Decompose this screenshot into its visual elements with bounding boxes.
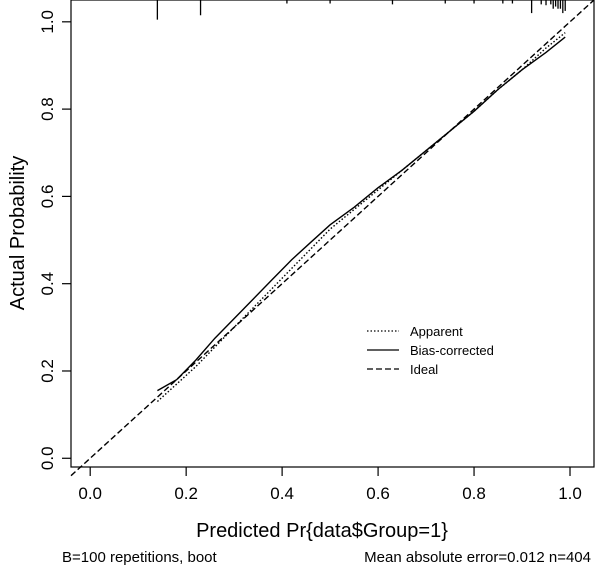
y-tick-label: 1.0 xyxy=(38,10,57,34)
series-lines xyxy=(70,0,595,477)
x-tick-label: 0.4 xyxy=(270,484,294,503)
rug-plot xyxy=(156,0,566,20)
series-line-bias-corrected xyxy=(157,36,566,392)
y-tick-label: 0.0 xyxy=(38,446,57,470)
legend-label-ideal: Ideal xyxy=(410,362,438,377)
x-tick-label: 0.8 xyxy=(462,484,486,503)
footnote-left: B=100 repetitions, boot xyxy=(62,549,217,566)
y-axis-title: Actual Probability xyxy=(7,156,29,311)
y-tick-label: 0.8 xyxy=(38,97,57,121)
y-tick-label: 0.2 xyxy=(38,359,57,383)
series-line-apparent xyxy=(156,32,566,403)
legend-label-bias-corrected: Bias-corrected xyxy=(410,343,494,358)
y-axis: 0.0 0.2 0.4 0.6 0.8 1.0 xyxy=(38,10,71,470)
x-tick-label: 1.0 xyxy=(558,484,582,503)
y-tick-label: 0.4 xyxy=(38,272,57,296)
x-tick-label: 0.0 xyxy=(78,484,102,503)
legend: Apparent Bias-corrected Ideal xyxy=(367,324,494,377)
calibration-chart: 0.0 0.2 0.4 0.6 0.8 1.0 0.0 0.2 0.4 0.6 0.8 1.0 Pr… xyxy=(7,0,595,542)
x-tick-label: 0.6 xyxy=(366,484,390,503)
y-tick-label: 0.6 xyxy=(38,185,57,209)
x-tick-label: 0.2 xyxy=(174,484,198,503)
plot-frame xyxy=(70,0,595,468)
series-line-ideal xyxy=(70,0,595,477)
footnote-right: Mean absolute error=0.012 n=404 xyxy=(364,549,591,566)
x-axis: 0.0 0.2 0.4 0.6 0.8 1.0 xyxy=(78,467,582,503)
x-axis-title: Predicted Pr{data$Group=1} xyxy=(196,520,448,542)
legend-label-apparent: Apparent xyxy=(410,324,463,339)
